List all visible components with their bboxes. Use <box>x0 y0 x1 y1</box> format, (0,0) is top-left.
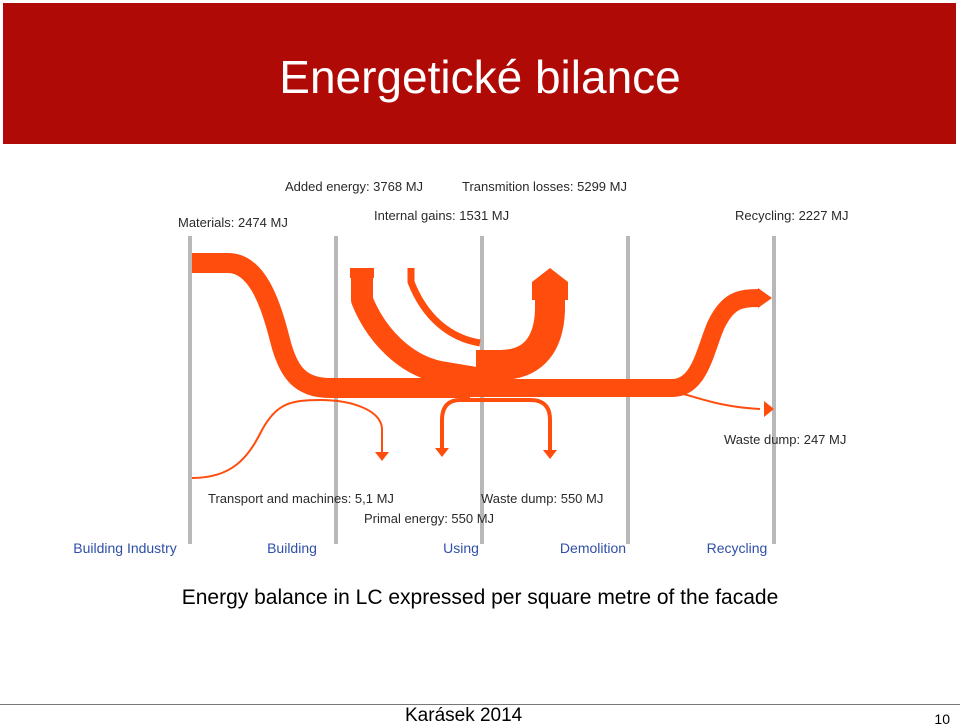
stage-label-building: Building <box>267 540 317 556</box>
label-waste-dump-recycling: Waste dump: 247 MJ <box>724 432 846 447</box>
internal-gains-flow <box>407 268 481 347</box>
label-transmission-losses: Transmition losses: 5299 MJ <box>462 179 627 194</box>
waste-dump-using-arrow-left <box>435 448 449 457</box>
label-recycling: Recycling: 2227 MJ <box>735 208 848 223</box>
stage-label-using: Using <box>443 540 479 556</box>
divider-recycling <box>772 236 776 544</box>
stage-label-building-industry: Building Industry <box>73 540 177 556</box>
stage-label-demolition: Demolition <box>560 540 626 556</box>
page-number: 10 <box>934 711 950 727</box>
title-bar <box>3 3 956 144</box>
label-internal-gains: Internal gains: 1531 MJ <box>374 208 509 223</box>
label-waste-dump-using: Waste dump: 550 MJ <box>481 491 603 506</box>
added-energy-inlet <box>350 268 374 278</box>
transmission-losses-arrow <box>532 268 568 300</box>
transport-flow <box>191 399 383 479</box>
materials-flow <box>192 253 470 398</box>
recycling-flow <box>670 289 761 397</box>
recycling-arrow <box>758 288 772 308</box>
stage-label-recycling: Recycling <box>707 540 768 556</box>
slide-title: Energetické bilance <box>279 51 681 103</box>
added-energy-flow <box>351 277 478 389</box>
waste-dump-using-arrow-right <box>543 450 557 459</box>
footer-author: Karásek 2014 <box>405 705 523 726</box>
slide-caption: Energy balance in LC expressed per squar… <box>181 586 779 609</box>
waste-dump-recycling-arrow <box>764 401 774 417</box>
waste-dump-recycling-flow <box>675 391 761 410</box>
transmission-losses-flow <box>476 292 565 380</box>
waste-dump-using-flow <box>440 398 552 450</box>
label-added-energy: Added energy: 3768 MJ <box>285 179 423 194</box>
label-materials: Materials: 2474 MJ <box>178 215 288 230</box>
divider-building-industry <box>188 236 192 544</box>
label-transport-machines: Transport and machines: 5,1 MJ <box>208 491 394 506</box>
label-primal-energy: Primal energy: 550 MJ <box>364 511 494 526</box>
footer-divider <box>0 704 960 705</box>
transport-arrow <box>375 452 389 461</box>
